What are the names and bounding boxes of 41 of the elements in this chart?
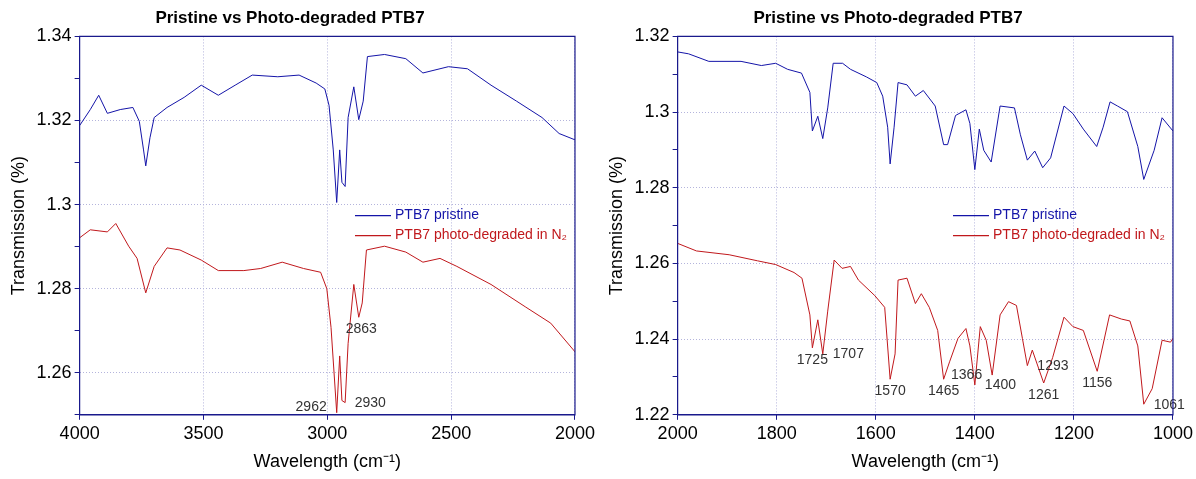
x-tick-label: 2000 [657,422,698,443]
chart-title: Pristine vs Photo-degraded PTB7 [753,7,1023,27]
chart-title: Pristine vs Photo-degraded PTB7 [155,7,425,27]
annotation: 1400 [984,376,1017,393]
legend-label: PTB7 pristine [394,206,480,223]
x-tick-label: 2000 [554,422,595,443]
x-tick-label: 1000 [1152,422,1193,443]
x-tick-label: 1800 [756,422,797,443]
y-axis-title: Transmission (%) [7,155,28,296]
legend-label: PTB7 photo-degraded in N₂ [394,226,567,243]
x-tick-label: 2500 [431,422,472,443]
y-tick-label: 1.28 [36,277,72,298]
x-tick-label: 3500 [183,422,224,443]
y-tick-label: 1.24 [634,328,670,349]
y-tick-label: 1.32 [634,25,670,46]
legend-label: PTB7 photo-degraded in N₂ [992,226,1165,243]
y-tick-label: 1.22 [634,403,670,424]
y-tick-label: 1.26 [36,361,72,382]
annotation: 1570 [874,382,906,399]
legend-label: PTB7 pristine [992,206,1078,223]
y-axis-title: Transmission (%) [605,155,626,296]
annotation: 2930 [354,393,386,410]
x-tick-label: 1200 [1053,422,1094,443]
y-tick-label: 1.3 [644,101,670,122]
x-tick-label: 4000 [59,422,100,443]
annotation: 1725 [796,350,829,367]
annotation: 1707 [832,345,865,362]
annotation: 1261 [1028,385,1060,402]
y-tick-label: 1.28 [634,176,670,197]
x-tick-label: 1400 [954,422,995,443]
annotation: 2962 [295,397,327,414]
x-axis-title: Wavelength (cm⁻¹) [253,451,401,472]
x-tick-label: 1600 [855,422,896,443]
x-axis-title: Wavelength (cm⁻¹) [851,451,999,472]
annotation: 1156 [1082,374,1113,391]
y-tick-label: 1.3 [46,193,72,214]
y-tick-label: 1.32 [36,109,72,130]
y-tick-label: 1.26 [634,252,670,273]
annotation: 1465 [928,382,960,399]
y-tick-label: 1.34 [36,25,72,46]
x-tick-label: 3000 [307,422,348,443]
